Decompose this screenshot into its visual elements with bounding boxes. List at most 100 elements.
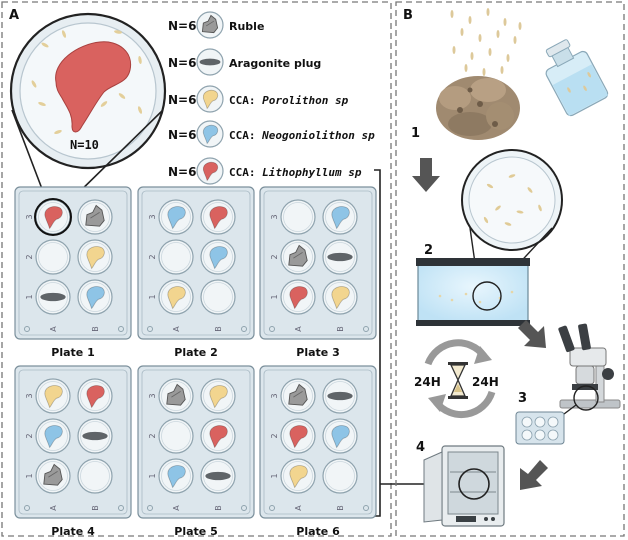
coralline-red-icon — [209, 206, 228, 230]
step-4-label: 4 — [416, 440, 425, 455]
column-label: A — [49, 326, 58, 332]
plate-label: Plate 5 — [174, 525, 217, 538]
column-label: B — [91, 326, 100, 332]
legend-count: N=6 — [168, 128, 196, 142]
row-label: 3 — [270, 214, 279, 219]
legend-label: CCA: Neogoniolithon sp — [229, 129, 375, 142]
well-inner-rim — [38, 282, 68, 312]
plate-corner-mark — [241, 326, 247, 332]
plate-corner-mark — [363, 505, 369, 511]
arrow-diagonal-down-icon — [520, 460, 548, 490]
aragonite-plug-icon — [327, 252, 353, 262]
row-label: 2 — [25, 433, 34, 438]
row-label: 3 — [148, 214, 157, 219]
column-label: A — [172, 505, 181, 511]
coralline-blue-icon — [44, 425, 63, 449]
well-inner-rim — [203, 242, 233, 272]
column-label: B — [91, 505, 100, 511]
plate-label: Plate 1 — [51, 346, 94, 359]
row-label: 1 — [270, 473, 279, 478]
well-inner-rim — [325, 461, 355, 491]
well-inner-rim — [38, 381, 68, 411]
column-label: A — [172, 326, 181, 332]
rubble-detail — [171, 391, 181, 398]
plate: 3 2 1 A B Plate 5 — [137, 365, 255, 538]
plate-corner-mark — [118, 505, 124, 511]
cycle-label-right: 24H — [472, 375, 499, 389]
rubble-icon — [201, 14, 219, 34]
plate-rim — [18, 190, 128, 336]
coralline-yellow-icon — [86, 246, 105, 270]
plate-corner-mark — [241, 505, 247, 511]
plate-body — [14, 365, 132, 519]
aragonite-plug-icon — [205, 471, 231, 481]
plate: 3 2 1 A B Plate 3 — [259, 186, 377, 359]
coralline-red-icon — [209, 425, 228, 449]
well-inner-rim — [203, 461, 233, 491]
plate-body — [137, 365, 255, 519]
column-label: B — [336, 326, 345, 332]
plate-label: Plate 4 — [51, 525, 95, 538]
coralline-yellow-icon — [167, 286, 186, 310]
aragonite-plug-icon — [40, 292, 66, 302]
plate-corner-mark — [24, 505, 30, 511]
coralline-blue-icon — [331, 206, 350, 230]
legend-label: CCA: Lithophyllum sp — [229, 166, 362, 179]
legend-item: N=6 Ruble — [168, 11, 264, 39]
legend-label: Ruble — [229, 20, 264, 33]
coralline-blue-icon — [167, 206, 186, 230]
legend: N=6 Ruble N=6 Aragonite plug N=6 CCA: Porolit… — [168, 11, 375, 185]
magnified-coralline-red-icon — [55, 41, 132, 133]
plate: 3 2 1 A B Plate 4 — [14, 365, 132, 538]
row-label: 1 — [25, 294, 34, 299]
step-1-label: 1 — [411, 126, 420, 141]
well-inner-rim — [161, 421, 191, 451]
aragonite-plug-icon — [327, 391, 353, 401]
incubator-zoom-circle — [458, 468, 490, 500]
well — [158, 239, 194, 275]
plates-grid: 3 2 1 A B Plate 1 3 2 1 A B Plate 2 3 2 1 A B Plate 3 3 2 1 A… — [14, 186, 377, 538]
legend-label: CCA: Porolithon sp — [229, 94, 349, 107]
column-label: A — [294, 326, 303, 332]
rubble-detail — [293, 252, 303, 259]
well — [35, 239, 71, 275]
plate-corner-mark — [269, 505, 275, 511]
row-label: 2 — [25, 254, 34, 259]
well-inner-rim — [283, 242, 313, 272]
plate-corner-mark — [269, 326, 275, 332]
well — [158, 418, 194, 454]
legend-count: N=6 — [168, 19, 196, 33]
falling-larvae — [450, 8, 522, 76]
rubble-detail — [48, 471, 58, 478]
coralline-yellow-icon — [209, 385, 228, 409]
coral-rubble-icon — [436, 76, 520, 140]
well-inner-rim — [80, 282, 110, 312]
well-inner-rim — [325, 242, 355, 272]
aragonite-plug-icon — [82, 431, 108, 441]
well-inner-rim — [80, 421, 110, 451]
coralline-red-icon — [86, 385, 105, 409]
plate-label: Plate 2 — [174, 346, 217, 359]
plate-label: Plate 3 — [296, 346, 339, 359]
coralline-yellow-icon — [202, 89, 219, 110]
well-inner-rim — [283, 461, 313, 491]
row-label: 1 — [270, 294, 279, 299]
aquarium-zoom-circle — [472, 281, 502, 311]
row-label: 1 — [25, 473, 34, 478]
row-label: 3 — [25, 214, 34, 219]
well-inner-rim — [203, 421, 233, 451]
well-inner-rim — [161, 461, 191, 491]
column-label: B — [214, 505, 223, 511]
well-inner-rim — [325, 381, 355, 411]
row-label: 1 — [148, 294, 157, 299]
well-inner-rim — [38, 242, 68, 272]
rubble-icon — [43, 463, 63, 486]
plate-label: Plate 6 — [296, 525, 340, 538]
legend-item: N=6 CCA: Porolithon sp — [168, 85, 349, 113]
well-inner-rim — [38, 461, 68, 491]
arrow-diagonal-icon — [518, 320, 546, 348]
row-label: 3 — [148, 393, 157, 398]
well — [77, 458, 113, 494]
well — [200, 279, 236, 315]
coralline-yellow-icon — [44, 385, 63, 409]
